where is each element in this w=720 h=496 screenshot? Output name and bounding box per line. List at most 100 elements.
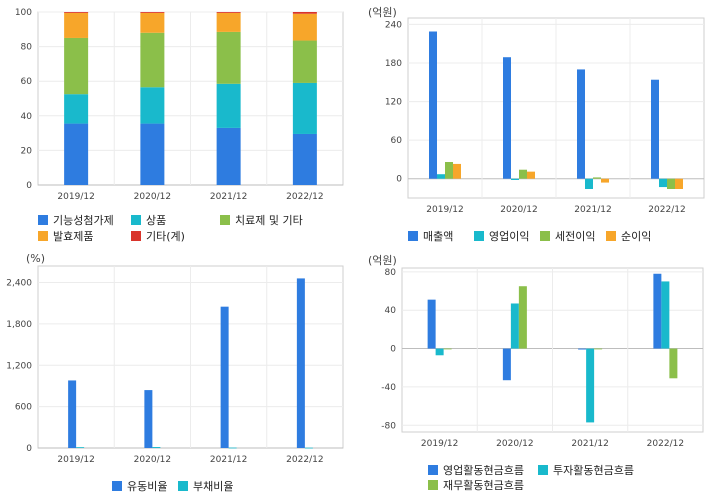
x-tick-label: 2020/12	[496, 439, 533, 449]
bar-segment	[292, 133, 317, 185]
bar	[675, 178, 683, 189]
x-tick-label: 2021/12	[574, 205, 611, 215]
legend-swatch	[538, 465, 548, 475]
legend-swatch	[606, 231, 616, 241]
legend-item: 기능성첨가제	[38, 212, 114, 228]
bar	[659, 178, 667, 188]
bar-segment	[292, 82, 317, 134]
unit-label: (억원)	[368, 254, 397, 267]
y-tick-label: 0	[390, 345, 396, 355]
legend-swatch	[38, 215, 48, 225]
bar	[220, 306, 229, 448]
x-tick-label: 2022/12	[647, 439, 684, 449]
bar	[594, 348, 603, 350]
x-tick-label: 2020/12	[500, 205, 537, 215]
bar-segment	[140, 87, 165, 124]
chart-panel-income: (억원) 0 60 120 180 240 2019/12 2020/12 2021/12 20…	[360, 0, 720, 248]
legend-label: 매출액	[423, 230, 454, 243]
bar	[651, 79, 659, 179]
legend-ratios: 유동비율 부채비율	[112, 478, 312, 494]
y-tick-label: 40	[385, 306, 397, 316]
bar	[593, 177, 601, 179]
legend-item: 순이익	[606, 228, 651, 244]
bar	[511, 178, 519, 180]
bar-segment	[216, 31, 241, 84]
legend-item: 기타(계)	[131, 228, 185, 244]
bar-segment	[140, 32, 165, 88]
bar-segment	[292, 13, 317, 41]
bar-segment	[64, 12, 89, 13]
legend-revenue-mix: 기능성첨가제 상품 치료제 및 기타 발효제품 기타(계)	[38, 212, 358, 246]
x-tick-label: 2019/12	[426, 205, 463, 215]
bar-segment	[140, 123, 165, 185]
bar-segment	[64, 123, 89, 185]
legend-label: 상품	[146, 214, 167, 227]
bar	[502, 348, 511, 381]
x-tick-label: 2020/12	[134, 455, 171, 465]
legend-swatch	[428, 465, 438, 475]
bar-segment	[216, 12, 241, 32]
legend-swatch	[220, 215, 230, 225]
bar	[661, 281, 670, 349]
bar-segment	[64, 12, 89, 38]
bar	[76, 447, 85, 448]
y-tick-label: 1,800	[6, 320, 32, 330]
legend-cashflow: 영업활동현금흐름 투자활동현금흐름 재무활동현금흐름	[428, 462, 718, 494]
legend-label: 영업이익	[489, 230, 530, 243]
bar	[519, 169, 527, 179]
bar	[585, 178, 593, 189]
x-tick-label: 2021/12	[210, 192, 247, 202]
y-tick-label: 120	[385, 98, 402, 108]
bar-segment	[216, 12, 241, 13]
x-tick-label: 2022/12	[286, 455, 323, 465]
bar	[577, 69, 585, 179]
chart-cashflow: -80 -40 0 40 80 2019/12 2020/12 2021/12 2022/12	[381, 267, 704, 449]
bar	[527, 171, 535, 179]
chart-revenue-mix: 0 20 40 60 80 100 2019/12 2020/12 2021/12 2022/12	[15, 8, 344, 202]
x-tick-label: 2019/12	[57, 455, 94, 465]
bar	[653, 273, 662, 349]
legend-item: 투자활동현금흐름	[538, 462, 634, 478]
y-tick-label: 1,200	[6, 361, 32, 371]
bar	[669, 348, 678, 379]
bar	[518, 286, 527, 349]
bar	[510, 303, 519, 349]
bar	[667, 178, 675, 189]
chart-panel-cashflow: (억원) -80 -40 0 40 80 2019/12 2020/12 2021/12 202…	[360, 248, 720, 496]
x-tick-label: 2022/12	[286, 192, 323, 202]
legend-swatch	[540, 231, 550, 241]
legend-item: 영업이익	[474, 228, 529, 244]
bar-segment	[64, 94, 89, 124]
bar	[437, 174, 445, 179]
bar	[453, 163, 461, 179]
y-tick-label: 80	[385, 268, 397, 278]
y-tick-label: 100	[15, 8, 32, 18]
bar-segment	[216, 83, 241, 128]
y-tick-label: 20	[21, 146, 33, 156]
bar	[445, 162, 453, 179]
y-tick-label: 0	[396, 175, 402, 185]
bar-segment	[292, 40, 317, 83]
y-tick-label: -40	[381, 383, 396, 393]
legend-swatch	[408, 231, 418, 241]
unit-label: (억원)	[368, 6, 397, 19]
legend-label: 기능성첨가제	[53, 214, 114, 227]
legend-label: 투자활동현금흐름	[553, 464, 634, 477]
legend-item: 치료제 및 기타	[220, 212, 303, 228]
bar	[152, 447, 161, 448]
y-tick-label: 60	[391, 136, 403, 146]
bar	[144, 390, 153, 448]
bar-segment	[64, 37, 89, 95]
bar	[601, 178, 609, 183]
y-tick-label: 60	[21, 77, 33, 87]
y-tick-label: -80	[381, 421, 396, 431]
legend-income: 매출액 영업이익 세전이익 순이익	[408, 228, 718, 244]
bar-segment	[140, 12, 165, 13]
bar	[429, 31, 437, 179]
bar	[435, 348, 444, 356]
legend-item: 상품	[131, 212, 166, 228]
bar	[427, 299, 436, 349]
y-tick-label: 80	[21, 43, 33, 53]
y-tick-label: 0	[26, 181, 32, 191]
legend-swatch	[38, 231, 48, 241]
